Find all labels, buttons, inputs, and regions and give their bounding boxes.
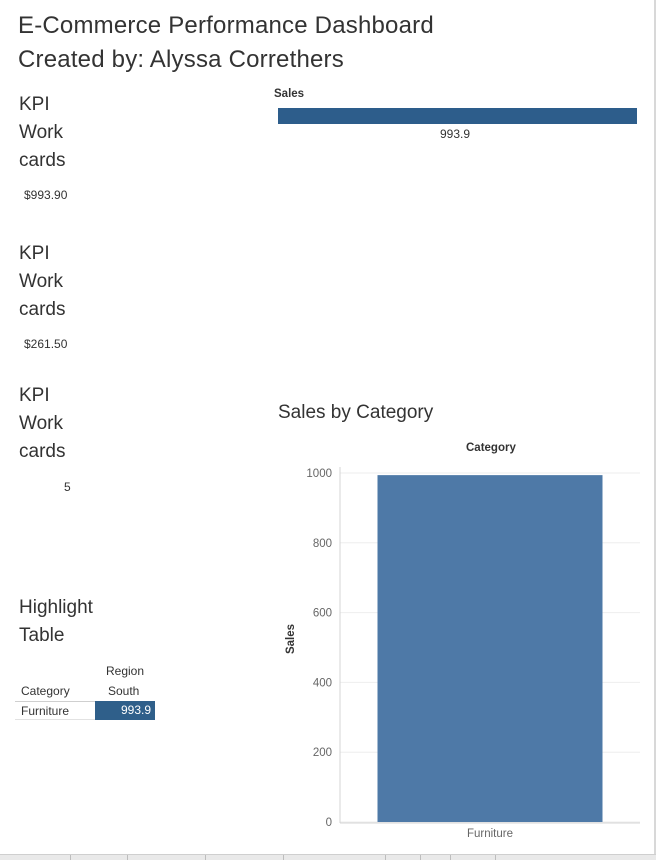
highlight-column-header: South bbox=[108, 684, 140, 698]
dashboard-subtitle: Created by: Alyssa Correthers bbox=[18, 46, 344, 73]
y-tick-label: 200 bbox=[313, 747, 332, 759]
y-tick-label: 400 bbox=[313, 677, 332, 689]
x-category-label: Furniture bbox=[467, 828, 513, 840]
highlight-column-group-header: Region bbox=[106, 664, 145, 678]
chart-bars: Furniture bbox=[377, 475, 603, 840]
kpi-title-line: cards bbox=[19, 150, 66, 171]
highlight-title-line: Highlight bbox=[19, 597, 93, 618]
sheet-tab-strip bbox=[0, 854, 656, 860]
highlight-table-title: Highlight Table bbox=[19, 594, 93, 650]
kpi-title-line: Work bbox=[19, 413, 63, 434]
kpi-card-2-title: KPI Work cards bbox=[19, 240, 65, 324]
y-axis-title: Sales bbox=[285, 624, 297, 654]
dashboard-right-border bbox=[654, 0, 656, 859]
chart-y-ticks: 0 200 400 600 800 1000 bbox=[306, 468, 332, 829]
kpi-card-3-value: 5 bbox=[64, 480, 71, 494]
highlight-title-line: Table bbox=[19, 625, 65, 646]
kpi-card-2-value: $261.50 bbox=[24, 337, 68, 351]
chart-column-header: Category bbox=[466, 442, 516, 454]
highlight-cell: 993.9 bbox=[95, 701, 155, 720]
kpi-title-line: KPI bbox=[19, 385, 50, 406]
kpi-title-line: cards bbox=[19, 299, 66, 320]
kpi-card-3-title: KPI Work cards bbox=[19, 382, 65, 466]
chart-title: Sales by Category bbox=[278, 402, 434, 423]
highlight-row-label: Furniture bbox=[21, 704, 70, 718]
kpi-card-1-value: $993.90 bbox=[24, 188, 68, 202]
kpi-card-1-title: KPI Work cards bbox=[19, 91, 65, 175]
kpi-title-line: cards bbox=[19, 441, 66, 462]
dashboard-title: E-Commerce Performance Dashboard bbox=[18, 12, 434, 39]
highlight-row-header: Category bbox=[21, 684, 70, 698]
highlight-table-divider bbox=[15, 701, 155, 702]
y-tick-label: 600 bbox=[313, 608, 332, 620]
sales-by-category-chart: 0 200 400 600 800 1000 Furniture Sales bbox=[285, 467, 640, 840]
sales-bar-value-label: 993.9 bbox=[440, 127, 471, 141]
highlight-cell-value: 993.9 bbox=[120, 703, 151, 717]
kpi-title-line: Work bbox=[19, 122, 63, 143]
y-tick-label: 1000 bbox=[306, 468, 332, 480]
kpi-title-line: KPI bbox=[19, 243, 50, 264]
y-tick-label: 800 bbox=[313, 538, 332, 550]
kpi-title-line: Work bbox=[19, 271, 63, 292]
sales-bar-header: Sales bbox=[274, 88, 305, 100]
highlight-table-divider bbox=[15, 719, 155, 720]
y-tick-label: 0 bbox=[326, 817, 332, 829]
bar-furniture[interactable] bbox=[377, 475, 603, 822]
sales-total-bar bbox=[278, 108, 637, 124]
kpi-title-line: KPI bbox=[19, 94, 50, 115]
